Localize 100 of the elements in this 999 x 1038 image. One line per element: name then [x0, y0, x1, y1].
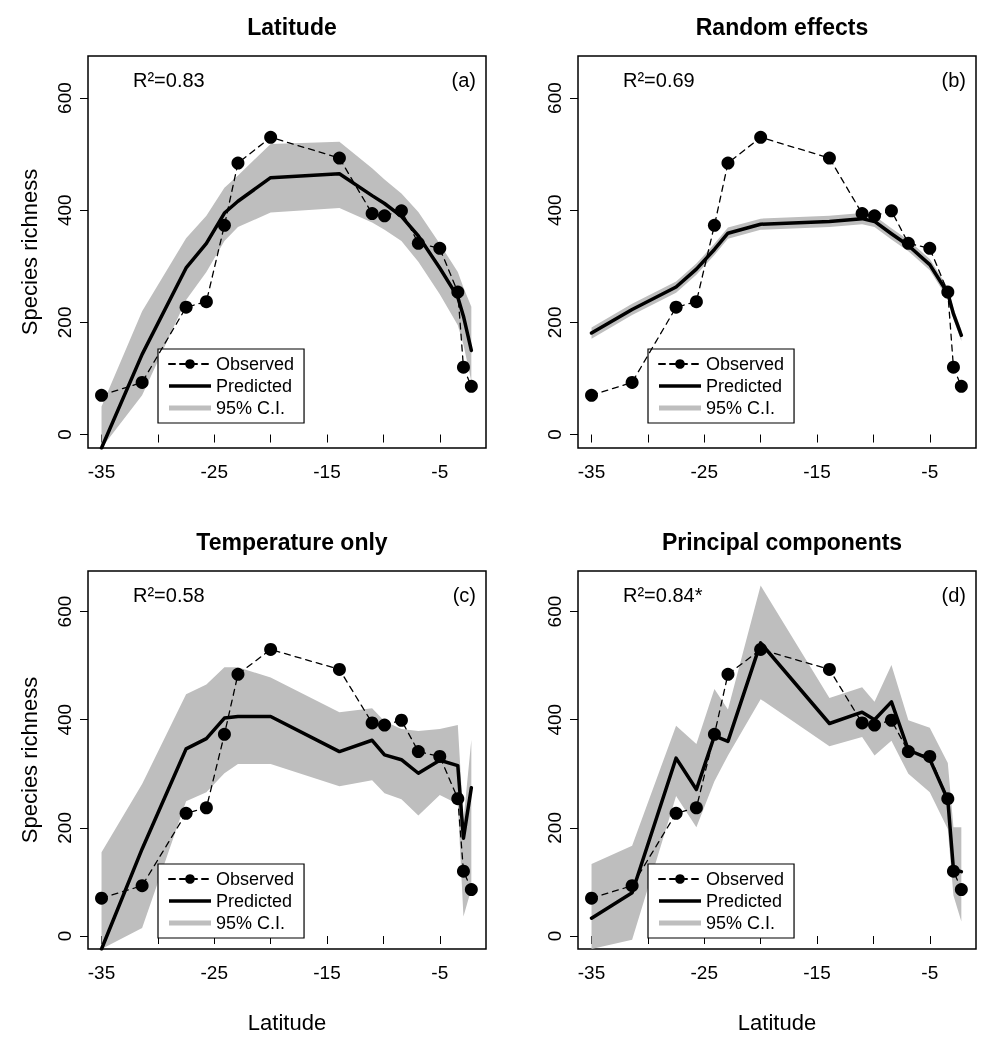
point: [199, 295, 213, 309]
point: [884, 713, 898, 727]
point: [464, 379, 478, 393]
x-tick-label: -15: [803, 962, 831, 983]
legend-label: Predicted: [216, 376, 293, 396]
point: [411, 745, 425, 759]
x-tick-label: -15: [803, 461, 831, 482]
annotation: (a): [451, 69, 477, 91]
y-tick-label: 600: [544, 595, 565, 628]
annotation: (d): [941, 584, 967, 606]
legend-label: Observed: [706, 354, 785, 374]
x-tick-label: -35: [87, 461, 116, 482]
point: [754, 130, 768, 144]
point: [954, 883, 968, 897]
point: [231, 667, 245, 681]
y-tick-label: 0: [544, 429, 565, 440]
legend-label: 95% C.I.: [706, 398, 776, 418]
point: [721, 156, 735, 170]
legend-label: Predicted: [216, 891, 293, 911]
point: [135, 375, 149, 389]
chart-title: Principal components: [661, 528, 903, 555]
x-axis-title: Latitude: [247, 1009, 327, 1035]
point: [135, 879, 149, 893]
legend-label: Predicted: [706, 891, 783, 911]
y-tick-label: 600: [54, 82, 75, 114]
legend-label: Predicted: [706, 376, 783, 396]
x-tick-label: -25: [690, 962, 719, 983]
y-tick-label: 600: [544, 82, 565, 114]
y-tick-label: 200: [54, 306, 75, 339]
x-tick-label: -5: [921, 962, 939, 983]
point: [585, 388, 599, 402]
point: [946, 360, 960, 374]
point: [923, 749, 937, 763]
point: [264, 130, 278, 144]
point: [451, 285, 465, 299]
point: [378, 209, 392, 223]
legend-label: Observed: [216, 869, 295, 889]
point: [625, 375, 639, 389]
chart-title: Temperature only: [196, 528, 388, 555]
point: [456, 864, 470, 878]
legend-label: Observed: [706, 869, 785, 889]
point: [456, 360, 470, 374]
point: [365, 716, 379, 730]
point: [822, 151, 836, 165]
annotation: (c): [452, 584, 477, 606]
point: [217, 218, 231, 232]
annotation: R²=0.58: [133, 584, 205, 606]
point: [923, 241, 937, 255]
point: [954, 379, 968, 393]
x-tick-label: -25: [690, 461, 719, 482]
point: [411, 236, 425, 250]
point: [464, 883, 478, 897]
x-tick-label: -15: [313, 461, 341, 482]
point: [855, 716, 869, 730]
x-tick-label: -25: [200, 461, 229, 482]
y-tick-label: 200: [544, 812, 565, 844]
legend-label: 95% C.I.: [706, 913, 776, 933]
point: [179, 300, 193, 314]
point: [332, 662, 346, 676]
annotation: R²=0.84*: [623, 584, 703, 606]
annotation: (b): [941, 69, 967, 91]
point: [868, 718, 882, 732]
point: [689, 295, 703, 309]
x-tick-label: -25: [200, 962, 229, 983]
y-tick-label: 400: [544, 703, 565, 736]
point: [433, 749, 447, 763]
point: [901, 745, 915, 759]
point: [199, 801, 213, 815]
legend-label: 95% C.I.: [216, 398, 286, 418]
y-tick-label: 0: [54, 429, 75, 440]
point: [365, 207, 379, 221]
point: [868, 209, 882, 223]
point: [822, 662, 836, 676]
point: [95, 388, 109, 402]
annotation: R²=0.69: [623, 69, 695, 91]
y-tick-label: 400: [54, 194, 75, 227]
chart-title: Random effects: [695, 13, 869, 40]
point: [378, 718, 392, 732]
annotation: R²=0.83: [133, 69, 205, 91]
point: [689, 801, 703, 815]
x-tick-label: -35: [577, 962, 606, 983]
y-tick-label: 600: [54, 595, 75, 628]
legend-label: 95% C.I.: [216, 913, 286, 933]
chart-title: Latitude: [247, 13, 337, 40]
y-tick-label: 400: [544, 194, 565, 227]
point: [707, 727, 721, 741]
y-tick-label: 400: [54, 703, 75, 736]
point: [754, 642, 768, 656]
point: [946, 864, 960, 878]
y-tick-label: 200: [54, 812, 75, 844]
point: [332, 151, 346, 165]
point: [707, 218, 721, 232]
point: [625, 879, 639, 893]
point: [394, 713, 408, 727]
y-axis-title: Species richness: [16, 676, 42, 844]
point: [884, 204, 898, 218]
point: [95, 891, 109, 905]
point: [901, 236, 915, 250]
point: [669, 300, 683, 314]
point: [231, 156, 245, 170]
